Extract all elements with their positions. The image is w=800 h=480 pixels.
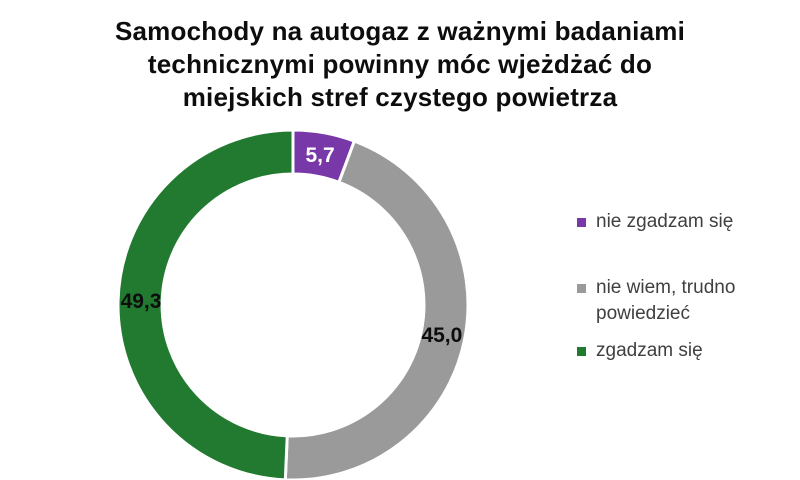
legend-label-nie-zgadzam-sie: nie zgadzam się bbox=[596, 211, 734, 232]
chart-title: Samochody na autogaz z ważnymi badaniami… bbox=[0, 15, 800, 114]
chart-legend: nie zgadzam się nie wiem, trudno powiedz… bbox=[577, 209, 789, 364]
chart-title-line-3: miejskich stref czystego powietrza bbox=[182, 82, 618, 112]
legend-label-nie-wiem: nie wiem, trudno powiedzieć bbox=[596, 277, 736, 324]
legend-swatch-purple-icon bbox=[577, 218, 586, 227]
legend-item-nie-wiem: nie wiem, trudno powiedzieć bbox=[577, 275, 789, 327]
donut-segment-2 bbox=[116, 128, 295, 480]
donut-value-label-2: 49,3 bbox=[121, 290, 162, 313]
legend-item-zgadzam-sie: zgadzam się bbox=[577, 338, 789, 364]
chart-title-line-1: Samochody na autogaz z ważnymi badaniami bbox=[114, 16, 685, 46]
donut-segment-1 bbox=[283, 139, 470, 480]
legend-label-zgadzam-sie: zgadzam się bbox=[596, 340, 703, 361]
legend-swatch-green-icon bbox=[577, 347, 586, 356]
chart-title-line-2: technicznymi powinny móc wjeżdżać do bbox=[147, 49, 653, 79]
legend-item-nie-zgadzam-sie: nie zgadzam się bbox=[577, 209, 789, 235]
legend-swatch-gray-icon bbox=[577, 284, 586, 293]
donut-value-label-1: 45,0 bbox=[421, 324, 462, 347]
donut-value-label-0: 5,7 bbox=[305, 144, 334, 167]
